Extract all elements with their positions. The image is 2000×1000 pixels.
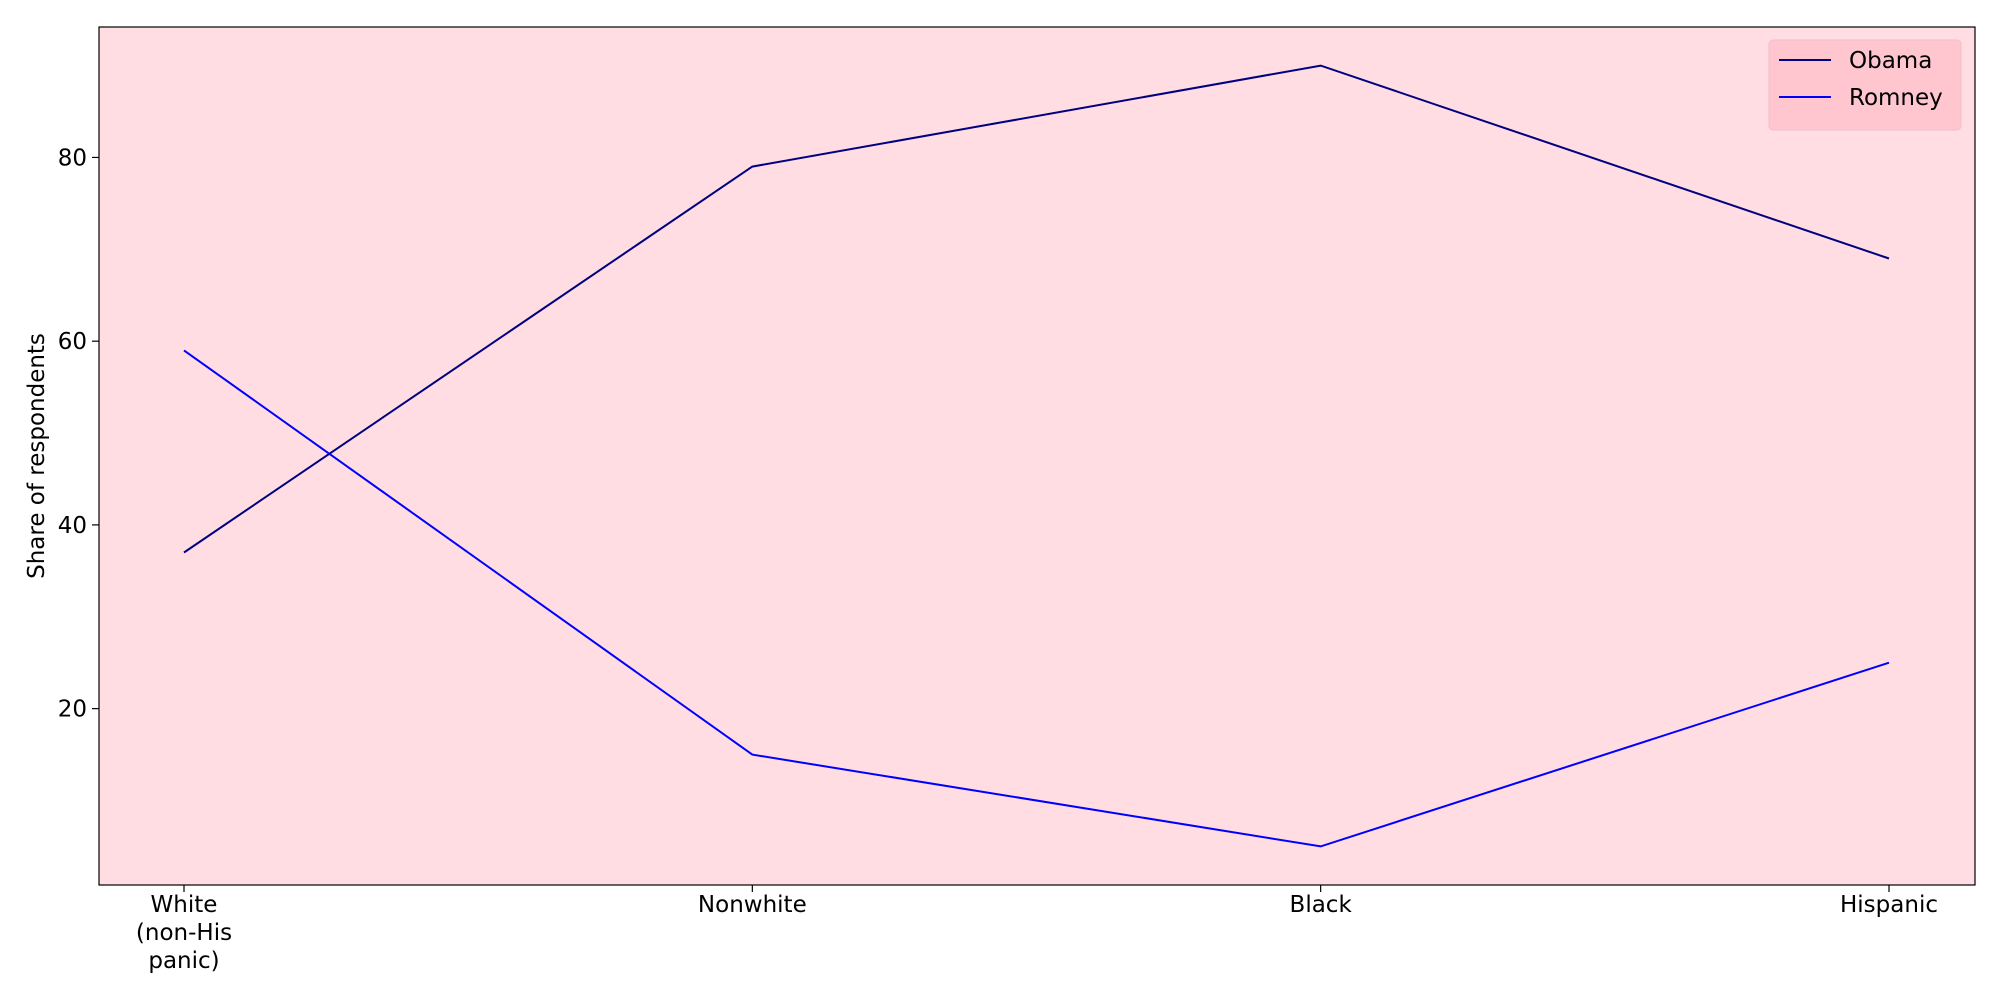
x-tick-label: Nonwhite (698, 892, 807, 918)
x-tick-label-line: Black (1290, 892, 1353, 918)
x-tick-label-line: Nonwhite (698, 892, 807, 918)
legend-box (1768, 39, 1962, 131)
plot-background (99, 27, 1975, 885)
x-tick-label: Black (1290, 892, 1353, 918)
x-tick-label-line: Hispanic (1840, 892, 1938, 918)
x-tick-label-line: White (151, 892, 218, 918)
y-axis-label: Share of respondents (24, 333, 50, 579)
legend: Obama Romney (1768, 39, 1962, 131)
y-tick-label: 40 (58, 513, 87, 539)
x-axis: White (non-His panic) Nonwhite Black Hispanic (136, 885, 1938, 974)
series-line-obama (183, 64, 1890, 554)
y-tick-label: 20 (58, 697, 87, 723)
y-tick-label: 60 (58, 329, 87, 355)
x-tick-label-line: (non-His (136, 920, 232, 946)
x-tick-label: White (non-His panic) (136, 892, 232, 974)
series-line-romney (183, 349, 1890, 848)
plot-frame (98, 26, 1976, 886)
legend-label-romney: Romney (1849, 85, 1943, 111)
x-tick-label-line: panic) (148, 948, 219, 974)
series-layer (183, 64, 1890, 848)
legend-label-obama: Obama (1849, 48, 1932, 74)
y-axis: 20 40 60 80 (58, 145, 99, 723)
x-tick-label: Hispanic (1840, 892, 1938, 918)
y-tick-label: 80 (58, 145, 87, 171)
